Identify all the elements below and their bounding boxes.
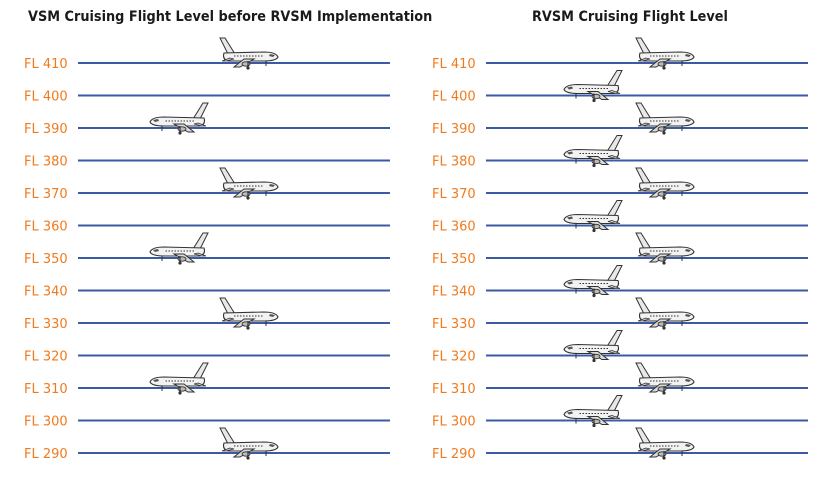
aircraft-west-fl-310 <box>149 362 209 395</box>
level-label-fl-340: FL 340 <box>432 285 476 300</box>
aircraft-east-fl-370 <box>219 167 279 200</box>
aircraft-east-fl-330 <box>219 297 279 330</box>
level-label-fl-400: FL 400 <box>432 90 476 105</box>
aircraft-east-fl-370 <box>635 167 695 200</box>
right-panel-title: RVSM Cruising Flight Level <box>532 9 728 25</box>
level-label-fl-390: FL 390 <box>432 122 476 137</box>
level-label-fl-300: FL 300 <box>24 415 68 430</box>
aircraft-east-fl-410 <box>635 37 695 70</box>
level-label-fl-360: FL 360 <box>432 220 476 235</box>
aircraft-west-fl-320 <box>563 330 623 363</box>
aircraft-east-fl-390 <box>635 102 695 135</box>
aircraft-east-fl-410 <box>219 37 279 70</box>
level-label-fl-370: FL 370 <box>432 187 476 202</box>
level-label-fl-320: FL 320 <box>432 350 476 365</box>
aircraft-east-fl-350 <box>635 232 695 265</box>
aircraft-west-fl-400 <box>563 70 623 103</box>
level-label-fl-410: FL 410 <box>24 57 68 72</box>
aircraft-west-fl-300 <box>563 395 623 428</box>
aircraft-east-fl-310 <box>635 362 695 395</box>
level-label-fl-310: FL 310 <box>432 382 476 397</box>
left-panel-title: VSM Cruising Flight Level before RVSM Im… <box>28 9 433 25</box>
level-label-fl-410: FL 410 <box>432 57 476 72</box>
level-label-fl-350: FL 350 <box>24 252 68 267</box>
aircraft-east-fl-330 <box>635 297 695 330</box>
aircraft-east-fl-290 <box>635 427 695 460</box>
level-label-fl-330: FL 330 <box>432 317 476 332</box>
left-panel: FL 410 FL 400 FL 390 FL 380 FL 370 FL 360 FL 3… <box>24 37 390 462</box>
aircraft-west-fl-350 <box>149 232 209 265</box>
right-panel: FL 410 FL 400 FL 390 FL 380 FL 370 FL 360 FL 3… <box>432 37 808 462</box>
aircraft-west-fl-340 <box>563 265 623 298</box>
level-label-fl-300: FL 300 <box>432 415 476 430</box>
level-label-fl-330: FL 330 <box>24 317 68 332</box>
level-label-fl-380: FL 380 <box>432 155 476 170</box>
level-label-fl-310: FL 310 <box>24 382 68 397</box>
aircraft-west-fl-380 <box>563 135 623 168</box>
level-label-fl-350: FL 350 <box>432 252 476 267</box>
level-label-fl-400: FL 400 <box>24 90 68 105</box>
level-label-fl-370: FL 370 <box>24 187 68 202</box>
level-label-fl-360: FL 360 <box>24 220 68 235</box>
level-label-fl-390: FL 390 <box>24 122 68 137</box>
level-label-fl-340: FL 340 <box>24 285 68 300</box>
aircraft-west-fl-360 <box>563 200 623 233</box>
aircraft-east-fl-290 <box>219 427 279 460</box>
level-label-fl-320: FL 320 <box>24 350 68 365</box>
aircraft-west-fl-390 <box>149 102 209 135</box>
level-label-fl-290: FL 290 <box>24 447 68 462</box>
level-label-fl-380: FL 380 <box>24 155 68 170</box>
level-label-fl-290: FL 290 <box>432 447 476 462</box>
